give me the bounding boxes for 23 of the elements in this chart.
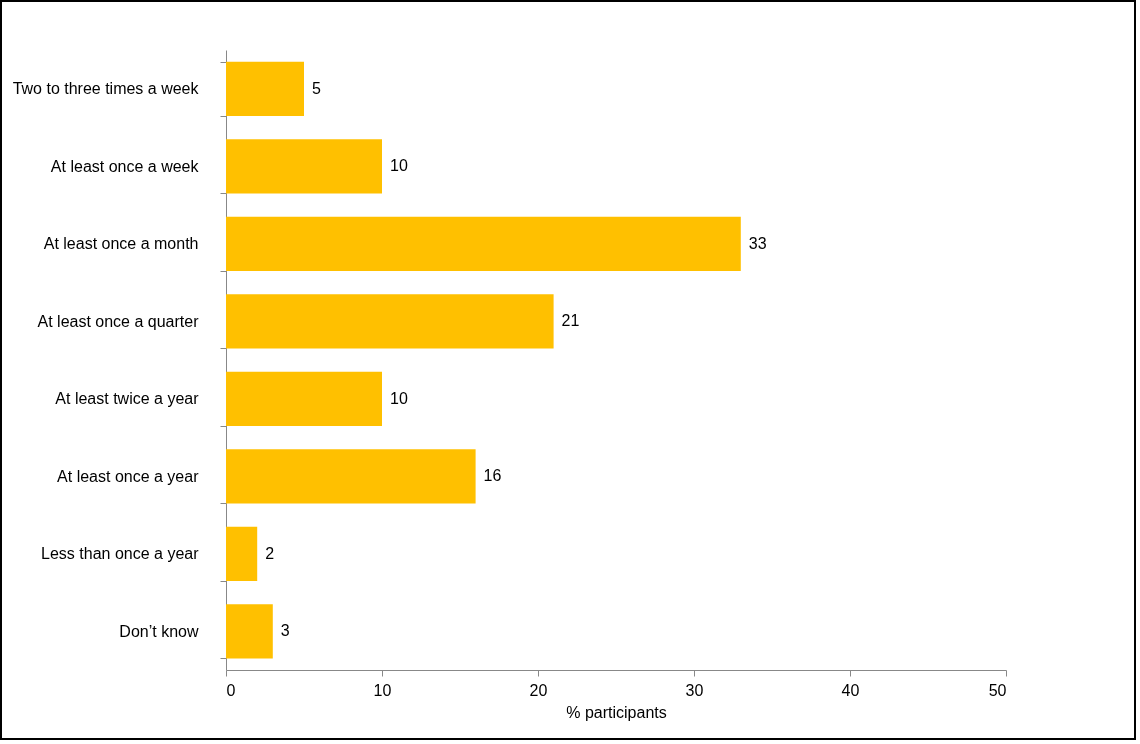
data-label: 21 [561, 312, 580, 330]
y-tick-label: At least twice a year [55, 390, 200, 408]
y-tick-label: At least once a week [50, 157, 200, 175]
data-label: 10 [390, 389, 408, 407]
x-tick-label: 30 [685, 681, 704, 699]
x-tick-label: 40 [841, 681, 860, 699]
x-tick-label: 10 [373, 681, 392, 699]
data-label: 16 [483, 467, 502, 485]
x-tick-label: 0 [226, 681, 236, 699]
data-label: 2 [265, 544, 275, 562]
y-tick-label: Less than once a year [41, 545, 200, 563]
y-tick-label: At least once a quarter [37, 312, 200, 330]
data-label: 10 [390, 157, 408, 175]
y-tick-label: At least once a year [57, 467, 200, 485]
data-label: 33 [748, 234, 767, 252]
y-tick-label: Don’t know [119, 622, 199, 640]
data-label: 3 [280, 622, 290, 640]
y-tick-label: Two to three times a week [12, 80, 200, 98]
x-tick-label: 50 [988, 681, 1007, 699]
x-axis-title: % participants [566, 703, 667, 721]
y-tick-label: At least once a month [43, 235, 199, 253]
x-tick-label: 20 [529, 681, 548, 699]
data-label: 5 [312, 79, 321, 97]
